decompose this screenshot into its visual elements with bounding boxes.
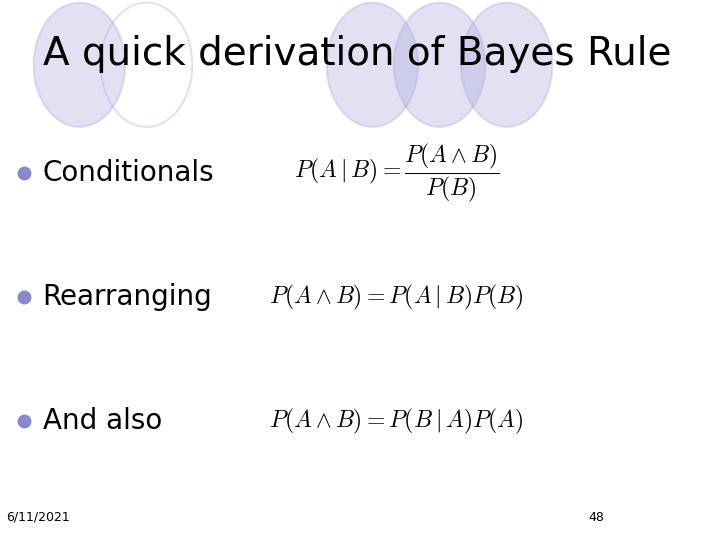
Ellipse shape (461, 3, 552, 127)
Text: 48: 48 (588, 511, 604, 524)
Ellipse shape (34, 3, 125, 127)
Text: $P(A\mid B)=\dfrac{P(A\wedge B)}{P(B)}$: $P(A\mid B)=\dfrac{P(A\wedge B)}{P(B)}$ (294, 141, 500, 204)
Text: Conditionals: Conditionals (42, 159, 215, 187)
Ellipse shape (327, 3, 418, 127)
Text: And also: And also (42, 407, 162, 435)
Text: $P(A\wedge B)=P(A\mid B)P(B)$: $P(A\wedge B)=P(A\mid B)P(B)$ (269, 282, 524, 312)
Text: $P(A\wedge B)=P(B\mid A)P(A)$: $P(A\wedge B)=P(B\mid A)P(A)$ (269, 407, 524, 436)
Text: A quick derivation of Bayes Rule: A quick derivation of Bayes Rule (42, 35, 671, 73)
Text: Rearranging: Rearranging (42, 283, 212, 311)
Ellipse shape (394, 3, 485, 127)
Text: 6/11/2021: 6/11/2021 (6, 511, 70, 524)
